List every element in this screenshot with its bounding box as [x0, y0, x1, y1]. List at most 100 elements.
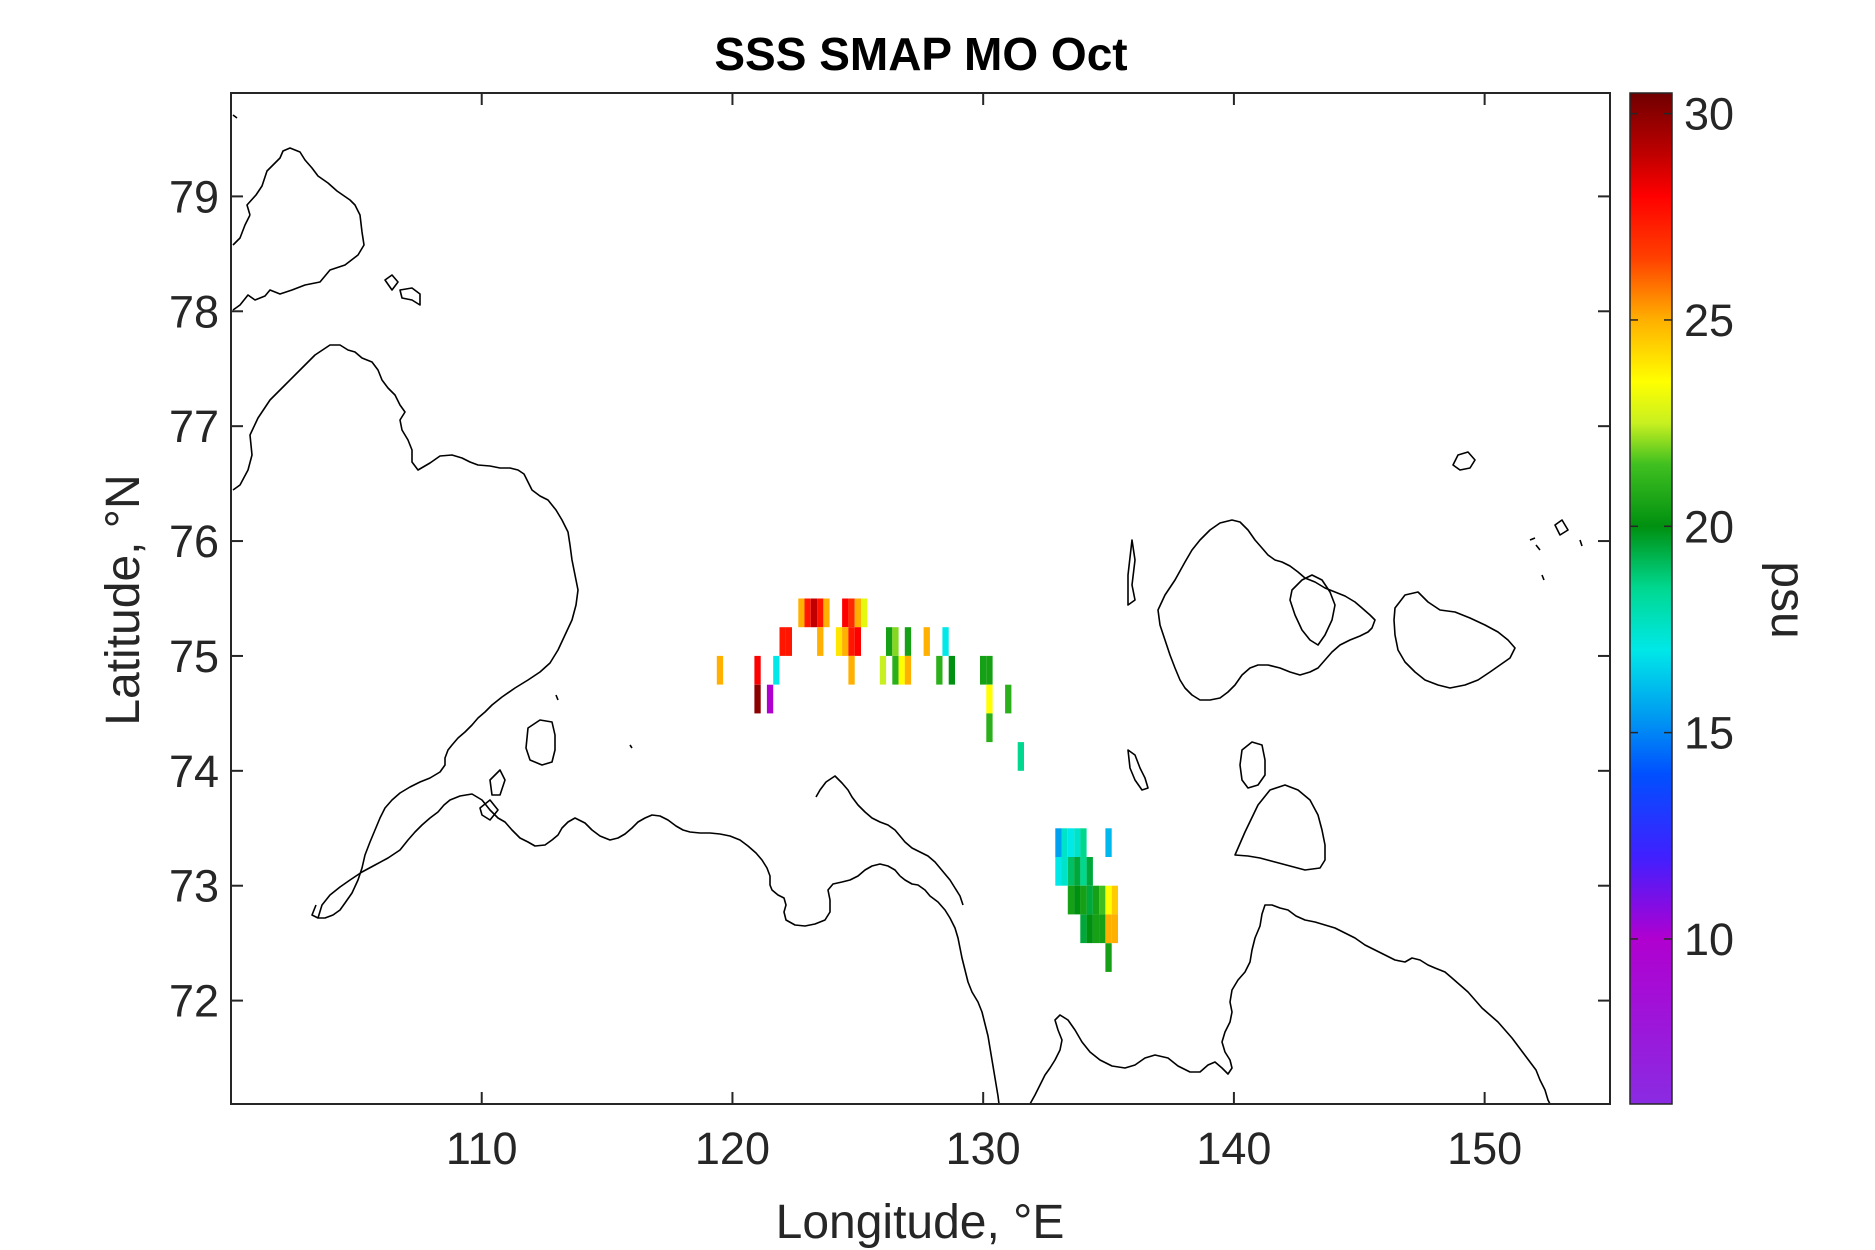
heatmap-cells: [716, 598, 1118, 972]
colorbar-tick-label: 20: [1684, 501, 1734, 552]
heatmap-cell: [848, 598, 855, 628]
heatmap-cell: [779, 627, 786, 656]
heatmap-cell: [842, 627, 849, 656]
heatmap-cell: [1080, 828, 1087, 857]
heatmap-cell: [942, 627, 949, 656]
new-siberian-islands: [1157, 519, 1376, 701]
heatmap-cell: [1067, 857, 1075, 886]
heatmap-cell: [773, 655, 780, 685]
heatmap-cell: [923, 627, 930, 656]
heatmap-cell: [810, 598, 818, 628]
small-islet-1: [555, 694, 633, 749]
colorbar: 10 15 20 25 30 psu: [1629, 89, 1814, 1105]
plot-area: [230, 92, 1611, 1105]
heatmap-cell: [804, 598, 811, 628]
heatmap-cell: [817, 627, 824, 656]
heatmap-cell: [1055, 857, 1062, 886]
y-tick-label: 76: [169, 516, 219, 567]
heatmap-cell: [1067, 885, 1075, 915]
y-tick-label: 74: [169, 746, 219, 797]
heatmap-cell: [823, 598, 830, 628]
heatmap-cell: [898, 655, 905, 685]
heatmap-cell: [1086, 857, 1093, 886]
new-siberia-island: [1393, 591, 1516, 689]
colorbar-tick-label: 30: [1684, 89, 1734, 140]
x-tick-label: 110: [446, 1123, 518, 1174]
kotelny-island-inner: [1289, 574, 1336, 646]
heatmap-cell: [1061, 857, 1068, 886]
heatmap-cell: [1067, 828, 1075, 857]
y-tick-label: 75: [169, 631, 219, 682]
heatmap-cell: [854, 627, 861, 656]
heatmap-cell: [879, 655, 887, 685]
islands-taymyr-1: [525, 719, 556, 766]
heatmap-cell: [848, 655, 855, 685]
heatmap-cell: [754, 684, 761, 714]
colorbar-label: psu: [1761, 561, 1814, 638]
heatmap-cell: [892, 655, 899, 685]
heatmap-cell: [892, 627, 899, 656]
heatmap-cell: [1086, 885, 1093, 915]
heatmap-cell: [1111, 885, 1118, 915]
heatmap-cell: [1105, 943, 1112, 972]
heatmap-cell: [835, 627, 843, 656]
x-tick-label: 130: [946, 1123, 1021, 1174]
heatmap-cell: [1080, 914, 1087, 944]
heatmap-cell: [1111, 914, 1118, 944]
taymyr-coastline: [232, 344, 579, 919]
colorbar-gradient: [1629, 92, 1673, 1105]
heatmap-cell: [1092, 914, 1100, 944]
heatmap-cell: [754, 655, 761, 685]
x-axis-label: Longitude, °E: [776, 1196, 1065, 1249]
heatmap-cell: [1017, 742, 1024, 771]
heatmap-cell: [1092, 885, 1100, 915]
heatmap-cell: [785, 627, 792, 656]
y-tick-label: 77: [169, 401, 219, 452]
heatmap-cell: [766, 684, 774, 714]
heatmap-cell: [1005, 684, 1012, 714]
y-axis: 72 73 74 75 76 77 78 79: [169, 171, 1610, 1027]
heatmap-cell: [1099, 885, 1106, 915]
heatmap-cell: [904, 655, 912, 685]
x-tick-label: 140: [1196, 1123, 1271, 1174]
heatmap-cell: [716, 655, 724, 685]
heatmap-cell: [1074, 857, 1081, 886]
coastlines: [232, 114, 1583, 1105]
heatmap-cell: [886, 627, 893, 656]
small-islands-east: [1127, 451, 1583, 606]
heatmap-cell: [1105, 914, 1112, 944]
x-tick-label: 120: [695, 1123, 770, 1174]
colorbar-tick-label: 10: [1684, 914, 1734, 965]
y-tick-label: 79: [169, 171, 219, 222]
heatmap-cell: [848, 627, 855, 656]
bolshoy-lyakhovsky-island: [1234, 784, 1326, 871]
colorbar-tick-label: 15: [1684, 708, 1734, 759]
heatmap-cell: [1086, 914, 1093, 944]
heatmap-cell: [1105, 828, 1112, 857]
stolbovoy-island: [1127, 749, 1149, 791]
heatmap-cell: [1074, 885, 1081, 915]
heatmap-cell: [1080, 885, 1087, 915]
heatmap-cell: [1061, 828, 1068, 857]
heatmap-cell: [798, 598, 805, 628]
heatmap-cell: [936, 655, 943, 685]
colorbar-tick-label: 25: [1684, 295, 1734, 346]
small-lyakhovsky-island: [1239, 741, 1266, 789]
heatmap-cell: [854, 598, 861, 628]
heatmap-cell: [817, 598, 824, 628]
x-axis: 110 120 130 140 150: [446, 93, 1522, 1174]
chart-title: SSS SMAP MO Oct: [714, 28, 1127, 80]
plot-frame: [230, 92, 1611, 1105]
heatmap-cell: [986, 684, 993, 714]
severnaya-zemlya-coastline: [232, 114, 365, 311]
heatmap-cell: [904, 627, 912, 656]
heatmap-cell: [1055, 828, 1062, 857]
heatmap-cell: [980, 655, 987, 685]
heatmap-cell: [1105, 885, 1112, 915]
heatmap-cell: [842, 598, 849, 628]
y-tick-label: 78: [169, 286, 219, 337]
colorbar-ticks: 10 15 20 25 30: [1630, 89, 1734, 965]
heatmap-cell: [986, 655, 993, 685]
y-tick-label: 73: [169, 861, 219, 912]
